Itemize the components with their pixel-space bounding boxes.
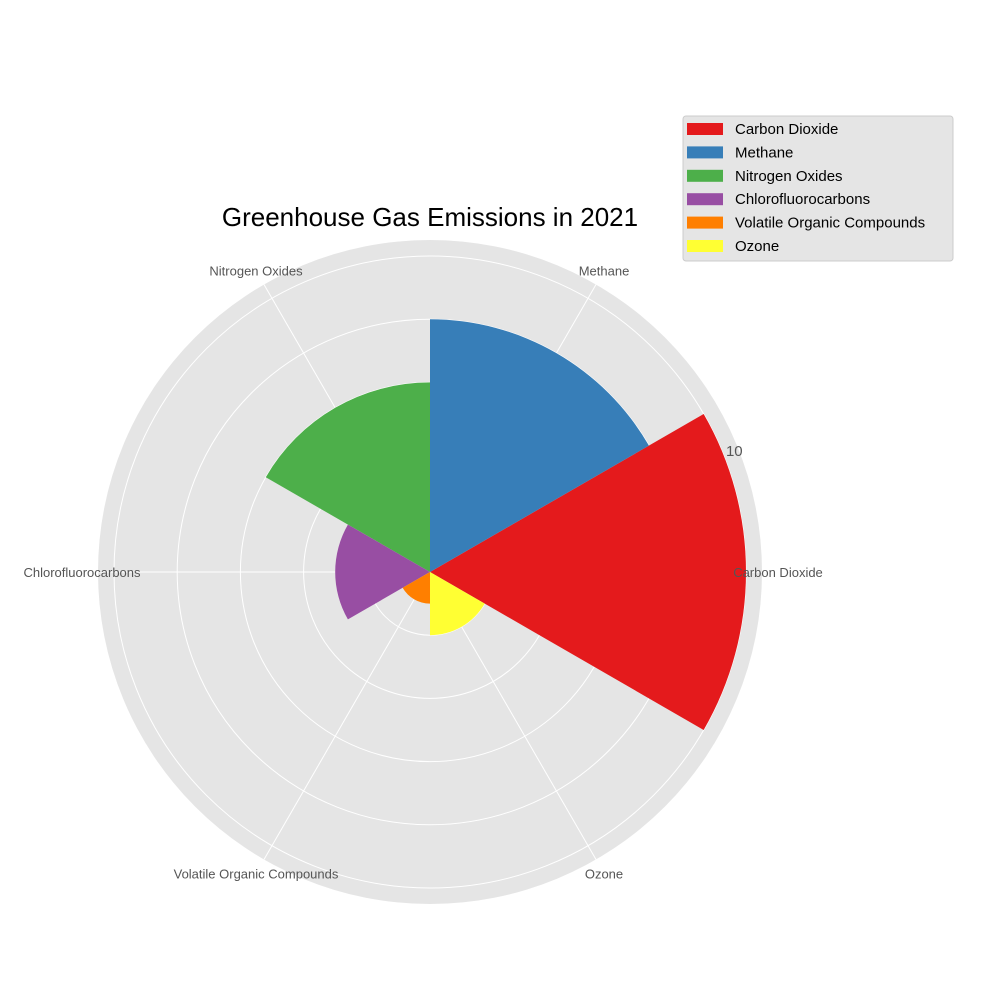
category-label: Nitrogen Oxides xyxy=(209,264,303,279)
bar-chlorofluorocarbons xyxy=(335,524,430,620)
category-label: Methane xyxy=(579,264,630,279)
bar-volatile-organic-compounds xyxy=(402,572,430,604)
radial-tick-label: 10 xyxy=(726,443,743,460)
legend-swatch xyxy=(687,146,723,159)
grid-spoke xyxy=(263,571,431,860)
category-label: Chlorofluorocarbons xyxy=(23,565,141,580)
bar-methane xyxy=(430,319,649,572)
legend-swatch xyxy=(687,193,723,206)
category-label: Ozone xyxy=(585,866,623,881)
legend-swatch xyxy=(687,169,723,182)
legend: Carbon Dioxide Methane Nitrogen Oxides Chlo… xyxy=(682,115,954,262)
bar-ozone xyxy=(430,572,485,636)
chart-title: Greenhouse Gas Emissions in 2021 xyxy=(222,202,638,232)
legend-entry: Volatile Organic Compounds xyxy=(735,215,925,232)
bar-nitrogen-oxides xyxy=(265,382,430,572)
legend-entry: Ozone xyxy=(735,238,779,255)
legend-entry: Methane xyxy=(735,144,793,161)
bar-carbon-dioxide xyxy=(430,414,746,730)
legend-entry: Chlorofluorocarbons xyxy=(735,191,870,208)
category-label: Carbon Dioxide xyxy=(733,565,823,580)
category-label: Volatile Organic Compounds xyxy=(174,866,339,881)
legend-entry: Nitrogen Oxides xyxy=(735,168,843,185)
legend-swatch xyxy=(687,123,723,135)
legend-entry: Carbon Dioxide xyxy=(735,121,838,138)
legend-swatch xyxy=(687,240,723,252)
legend-swatch xyxy=(687,216,723,229)
legend-box xyxy=(682,115,954,262)
